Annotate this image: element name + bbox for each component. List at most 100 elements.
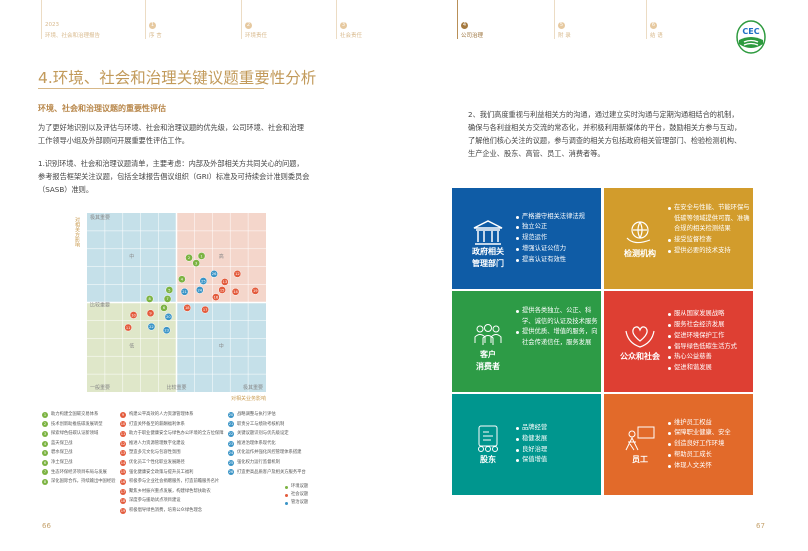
data-point-marker <box>160 304 168 312</box>
issue-legend-item: 12 推进人力资源管理数字化建设 <box>120 439 224 449</box>
issue-name: 强化权力运行监督机制 <box>237 459 280 465</box>
data-point-marker <box>199 277 208 285</box>
issue-name: 打造更高品质客户及相关方服务平台 <box>237 469 306 475</box>
expectation-item: 体现人文关怀 <box>668 461 750 472</box>
nav-label: 公司治理 <box>461 33 484 39</box>
data-point-marker <box>129 311 138 319</box>
issue-number-badge: 17 <box>120 488 126 495</box>
nav-number: 5 <box>558 22 565 29</box>
data-point-label: 20 <box>166 315 171 319</box>
x-tick-label: 极其重要 <box>243 384 263 391</box>
nav-number: 4 <box>461 22 468 29</box>
nav-tab-4[interactable]: 4 公司治理 <box>457 0 517 39</box>
data-point-18: 18 <box>183 304 192 312</box>
expectation-item: 增强认证公信力 <box>516 244 598 255</box>
expectation-item: 保值增值 <box>516 455 598 466</box>
stakeholder-box-6: 员工 维护员工权益 保障职业健康、安全 创造良好工作环境 帮助员工成长 体现人文关怀 <box>604 394 753 495</box>
issue-legend-item: 4 蓝天保卫战 <box>42 439 115 449</box>
issue-legend-item: 24 优化运作并强化风控管理体系搭建 <box>228 448 306 458</box>
expectation-item: 提供优质、增值的服务，向社会传递信任，服务发展 <box>516 327 598 348</box>
data-point-marker <box>231 287 240 296</box>
data-point-marker <box>163 295 172 303</box>
issue-number-badge: 1 <box>42 411 48 418</box>
issue-name: 构建公平高效的人力资源管理体系 <box>129 412 194 417</box>
issue-name: 推进治理体系现代化 <box>237 440 276 446</box>
nav-tab-5[interactable]: 5 附 录 <box>554 0 614 39</box>
data-point-marker <box>183 304 192 312</box>
cec-logo: CEC <box>736 20 766 54</box>
data-point-label: 18 <box>185 306 190 310</box>
issue-legend-item: 11 助力于职业健康安全与绿色办公环境的全方位保障 <box>120 429 224 439</box>
nav-tab-2[interactable]: 2 环境责任 <box>241 0 301 39</box>
data-point-marker <box>218 286 226 294</box>
data-point-marker <box>192 259 201 267</box>
data-point-4: 4 <box>178 275 186 284</box>
svg-text:CEC: CEC <box>742 27 759 36</box>
issue-name: 蓝天保卫战 <box>51 440 73 446</box>
report-year: 2023 <box>45 22 59 28</box>
issue-legend-item: 10 打造关怀备至的薪酬福利体系 <box>120 420 224 430</box>
x-tick-label: 一般重要 <box>90 384 110 391</box>
stakeholder-box-5: 股东 品牌经营 稳健发展 良好治理 保值增值 <box>452 394 601 495</box>
stakeholder-paragraph: 2、我们高度重视与利益相关方的沟通，通过建立实时沟通与定期沟通相结合的机制，确保… <box>468 110 742 158</box>
nav-number: 6 <box>650 22 657 29</box>
legend-dot <box>285 501 288 505</box>
nav-tab-3[interactable]: 3 社会责任 <box>336 0 396 39</box>
expectation-item: 促进环境保护工作 <box>668 331 750 342</box>
data-point-11: 11 <box>124 323 133 332</box>
nav-number: 1 <box>149 22 156 29</box>
issue-legend-item: 21 职责分工与绩效考核机制 <box>228 420 306 430</box>
intro-paragraph: 为了更好地识别以及评估与环境、社会和治理议题的优先级，公司环境、社会和治理工作领… <box>38 123 304 145</box>
issue-name: 深度参与援助试点项目建设 <box>129 498 181 504</box>
category-legend: 环境议题 社会议题 管治议题 <box>285 483 308 507</box>
issue-name: 强化健康安全政策与提升员工福利 <box>129 469 194 475</box>
data-point-16: 16 <box>212 293 220 301</box>
expectation-item: 规范运作 <box>516 233 598 244</box>
issue-legend-item: 2 技术创新助推低碳发展转型 <box>42 420 115 430</box>
legend-entry: 社会议题 <box>285 491 308 499</box>
issue-number-badge: 7 <box>42 469 48 476</box>
page-number-right: 67 <box>756 522 765 530</box>
issue-number-badge: 2 <box>42 421 48 428</box>
nav-tab-1[interactable]: 1 序 言 <box>145 0 205 39</box>
header-report-label: 2023 环境、社会和治理报告 <box>41 0 141 39</box>
data-point-10: 10 <box>129 311 138 319</box>
stakeholder-name: 公众和社会 <box>620 352 660 361</box>
data-point-20: 20 <box>164 312 173 321</box>
issue-number-badge: 12 <box>120 440 126 447</box>
data-point-9: 9 <box>146 309 155 318</box>
stakeholder-expectations: 在安全与性能、节能环保与低碳等领域提供可靠、准确合规的相关检测结果 接受监督检查提… <box>668 203 750 257</box>
data-point-label: 26 <box>212 272 217 276</box>
issue-legend-column: 9 构建公平高效的人力资源管理体系 10 打造关怀备至的薪酬福利体系 11 助力于职业健康… <box>120 410 224 516</box>
data-point-label: 10 <box>131 313 136 317</box>
issue-legend-item: 8 深化国际合作，持续输出中国经验 <box>42 477 115 487</box>
quadrant-bottom-right <box>176 302 266 392</box>
nav-label: 社会责任 <box>340 33 363 39</box>
quadrant-label: 中 <box>219 342 224 349</box>
nav-tab-6[interactable]: 6 结 语 <box>646 0 706 39</box>
legend-label: 社会议题 <box>291 492 309 497</box>
data-point-label: 3 <box>195 261 197 265</box>
data-point-15: 15 <box>218 286 226 294</box>
issue-number-badge: 14 <box>120 459 126 466</box>
expectation-item: 维护员工权益 <box>668 418 750 429</box>
issue-number-badge: 25 <box>228 459 234 466</box>
title-divider <box>38 88 264 89</box>
issue-number-badge: 23 <box>228 440 234 447</box>
issue-legend-item: 19 积极倡导绿色消费，培育公众绿色理念 <box>120 506 224 516</box>
issue-legend-item: 7 生态环保经济项目布局与发展 <box>42 468 115 478</box>
data-point-label: 19 <box>253 289 258 293</box>
certificate-icon <box>478 425 498 452</box>
issue-legend-item: 17 聚焦乡村振兴重点发展，构建绿色帮扶助农 <box>120 487 224 497</box>
data-point-marker <box>195 286 204 294</box>
issue-number-badge: 24 <box>228 450 234 457</box>
issue-name: 积极倡导绿色消费，培育公众绿色理念 <box>129 507 203 513</box>
data-point-label: 21 <box>182 290 187 294</box>
issue-legend-item: 26 打造更高品质客户及相关方服务平台 <box>228 468 306 478</box>
data-point-marker <box>212 293 220 301</box>
data-point-19: 19 <box>251 287 260 295</box>
stakeholder-box-3: 客户 消费者 提供各类独立、公正、科学、诚信的认证及技术服务 提供优质、增值的服务… <box>452 291 601 392</box>
data-point-label: 25 <box>201 279 206 283</box>
nav-number: 2 <box>245 22 252 29</box>
issue-name: 优化员工个性化职业发展路径 <box>129 459 185 465</box>
